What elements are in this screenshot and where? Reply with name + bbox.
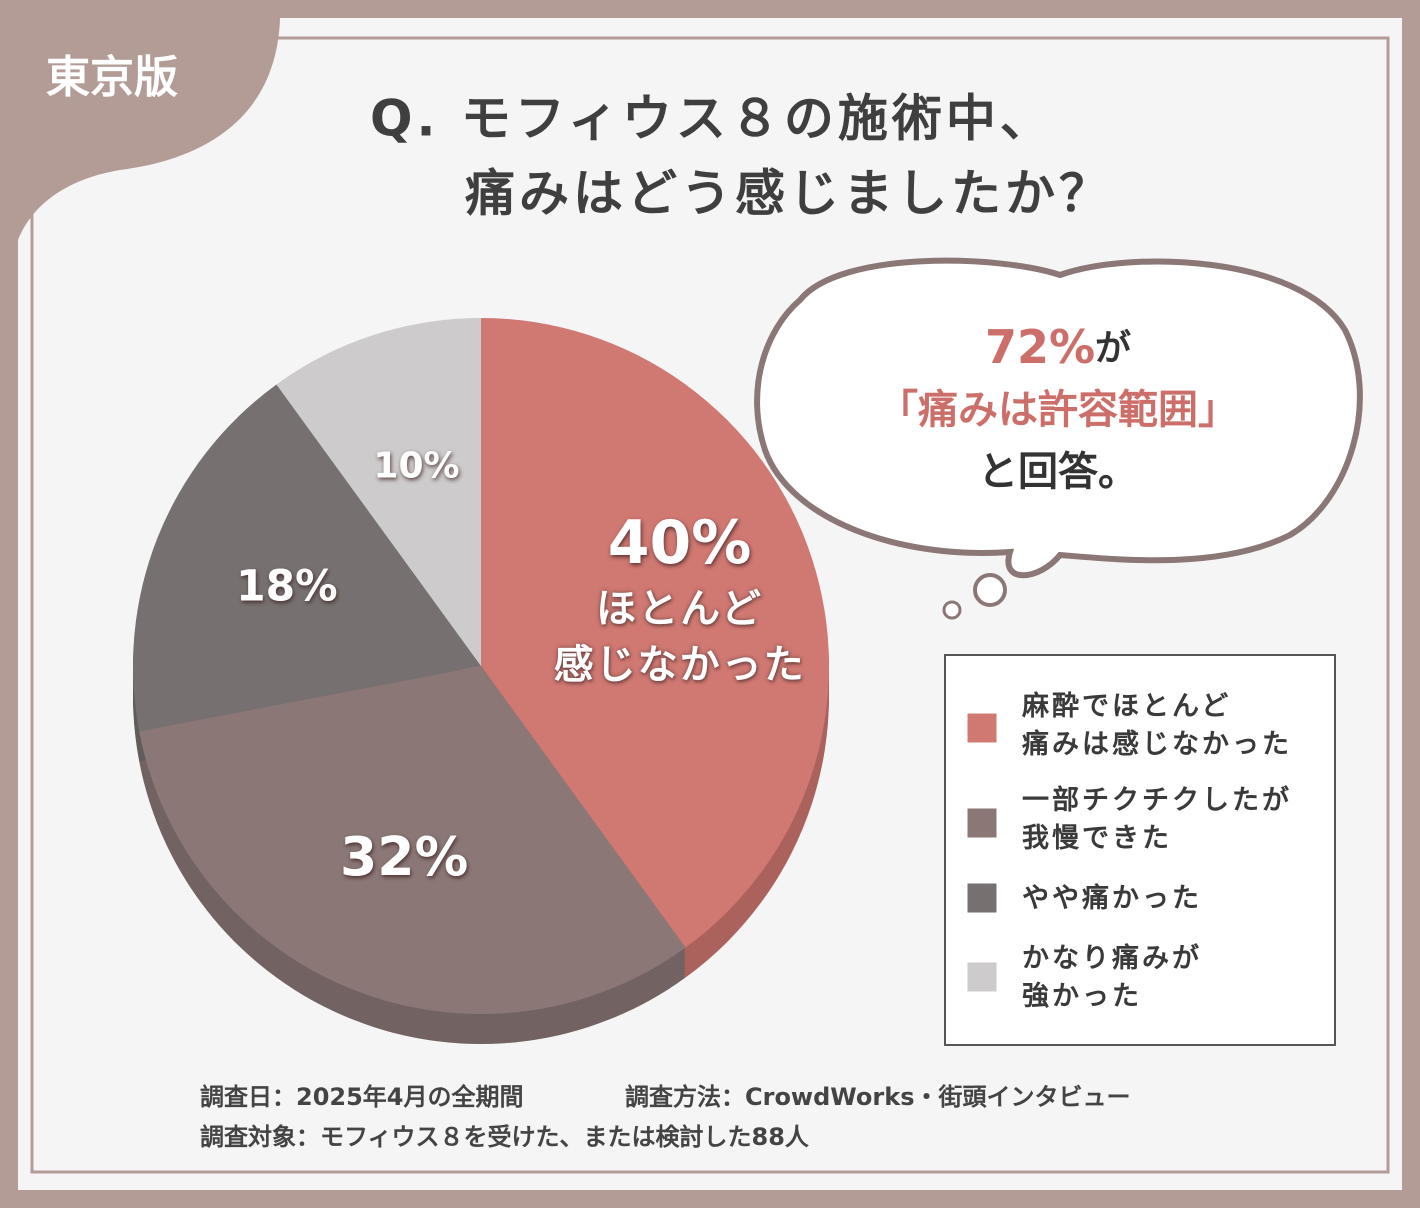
title-line: 痛みはどう感じましたか？ xyxy=(465,165,1113,223)
callout-lead: 72%が xyxy=(985,320,1131,374)
callout-bubble xyxy=(754,257,1363,620)
footnote: 調査方法：CrowdWorks・街頭インタビュー xyxy=(625,1083,1130,1111)
slice xyxy=(276,318,481,666)
callout-quote: 「痛みは許容範囲」 xyxy=(878,387,1238,433)
slice xyxy=(139,666,686,1014)
callout-tail: と回答。 xyxy=(978,449,1138,495)
slice-annotation: ほとんど 感じなかった xyxy=(553,586,806,689)
callout-value: 72% xyxy=(985,320,1095,374)
footnote: 調査対象：モフィウス８を受けた、または検討した88人 xyxy=(200,1123,809,1151)
slice xyxy=(481,318,829,948)
value-label: 40% xyxy=(608,508,752,578)
panel-border xyxy=(30,36,1390,1174)
title-line: Q. モフィウス８の施術中、 xyxy=(370,90,1054,148)
bubble xyxy=(754,257,1363,579)
callout-suffix: が xyxy=(1095,328,1131,369)
value-label: 10% xyxy=(373,445,459,486)
legend-swatch xyxy=(966,961,998,993)
legend-label: やや痛かった xyxy=(1022,883,1202,914)
bubble-dot xyxy=(942,600,962,620)
badge-shape xyxy=(0,0,281,240)
legend-label: かなり痛みが 強かった xyxy=(1022,943,1202,1012)
badge-text: 東京版 xyxy=(46,52,178,103)
slice xyxy=(132,384,481,732)
legend-label: 一部チクチクしたが 我慢できた xyxy=(1022,785,1292,854)
legend-box xyxy=(944,654,1336,1046)
legend-label: 麻酔でほとんど 痛みは感じなかった xyxy=(1022,691,1292,760)
bubble-dot xyxy=(973,573,1007,607)
value-label: 18% xyxy=(236,562,337,611)
legend-swatch xyxy=(966,882,998,914)
pie-slices xyxy=(132,318,829,1014)
legend-swatch xyxy=(966,712,998,744)
footnote: 調査日：2025年4月の全期間 xyxy=(200,1083,524,1111)
legend-swatch xyxy=(966,807,998,839)
value-label: 32% xyxy=(340,825,468,888)
